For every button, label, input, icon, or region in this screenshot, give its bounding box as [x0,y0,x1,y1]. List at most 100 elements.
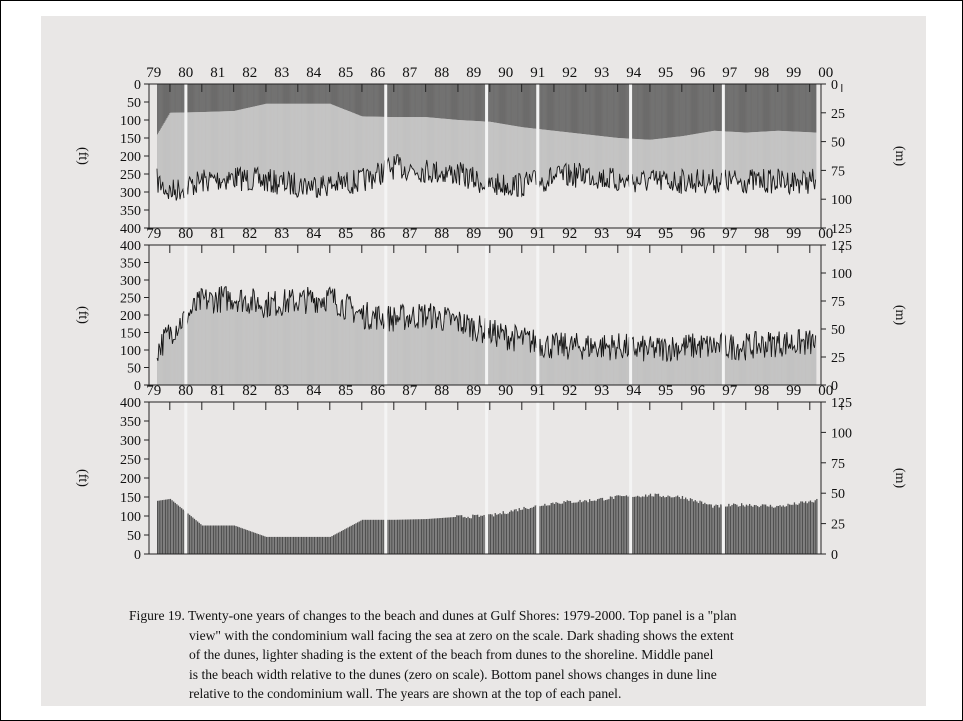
dune-bar [181,508,183,554]
width-bar [409,314,411,385]
width-bar [163,329,165,385]
dune-bar [395,84,396,118]
dune-bar [177,505,180,554]
width-bar [691,356,693,385]
beach-bar [554,130,556,179]
width-bar [646,346,648,385]
width-bar [680,351,681,385]
dune-bar [476,84,478,122]
dune-bar [668,84,670,138]
beach-bar [309,103,311,188]
width-bar [608,347,609,385]
dune-bar [774,507,776,554]
dune-bar [379,519,381,554]
dune-bar [427,84,429,118]
beach-bar [667,137,669,184]
dune-bar [754,84,755,133]
dune-bar [347,84,348,111]
beach-bar [677,136,679,192]
beach-bar [461,120,463,166]
figure-19-charts: 79 80 81 82 83 84 85 86 87 88 89 90 91 92 93 94 95 96 97 98… [75,65,907,563]
beach-bar [693,134,695,186]
width-bar [799,329,800,385]
beach-bar [644,139,646,178]
width-bar [525,334,527,385]
dune-bar [445,84,446,119]
width-bar [164,333,166,385]
dune-bar [474,84,476,121]
width-bar [767,350,769,385]
dune-bar [731,84,732,132]
dune-bar [308,84,310,104]
beach-bar [785,131,787,186]
dune-bar [319,84,320,104]
beach-bar [529,128,531,175]
dune-bar [572,84,574,133]
width-bar [690,336,692,385]
width-bar [715,352,717,385]
beach-bar [528,127,530,185]
dune-bar [785,84,787,132]
beach-bar [809,132,811,172]
ft-tick-label: 250 [120,292,141,307]
width-bar [614,346,616,385]
dune-bar [358,521,360,554]
beach-bar [580,133,582,167]
width-bar [551,358,553,385]
width-bar [732,359,733,385]
width-bar [279,307,281,385]
beach-bar [401,117,403,179]
dune-bar [709,84,711,132]
beach-bar [389,117,391,164]
beach-bar [231,111,233,174]
dune-bar [646,496,648,554]
width-bar [379,318,381,385]
dune-bar [597,499,599,554]
beach-bar [522,127,524,194]
beach-bar [348,110,349,190]
dune-bar [739,506,741,554]
dune-bar [425,84,427,118]
width-bar [806,335,808,385]
dune-bar [216,525,218,554]
beach-bar [625,138,627,182]
dune-bar [414,519,416,554]
width-bar [421,311,422,385]
beach-bar [683,135,684,172]
data-gap [536,402,540,554]
beach-bar [551,130,553,184]
dune-bar [799,84,800,132]
dune-bar [157,84,158,135]
dune-bar [565,501,567,554]
beach-bar [530,128,532,179]
width-bar [593,348,595,385]
width-bar [414,320,416,385]
width-bar [449,313,451,385]
dune-bar [414,84,416,118]
width-bar [757,353,758,385]
width-bar [812,333,814,385]
year-label: 93 [594,383,609,399]
beach-bar [393,117,394,180]
dune-bar [603,500,605,554]
dune-bar [472,514,474,554]
dune-bar [545,505,548,554]
dune-bar [373,84,374,117]
beach-bar [363,116,365,169]
dune-bar [269,84,271,104]
dune-bar [171,84,173,113]
beach-bar [161,126,163,187]
dune-bar [191,84,193,113]
dune-bar [654,493,656,554]
beach-bar [422,117,424,170]
width-bar [641,347,643,385]
beach-bar [689,134,691,183]
dune-bar [566,84,568,133]
width-bar [226,286,227,385]
beach-bar [563,131,564,181]
width-bar [642,335,644,385]
dune-bar [811,84,813,133]
dune-bar [563,501,565,554]
dune-bar [443,517,445,554]
beach-bar [259,105,261,174]
